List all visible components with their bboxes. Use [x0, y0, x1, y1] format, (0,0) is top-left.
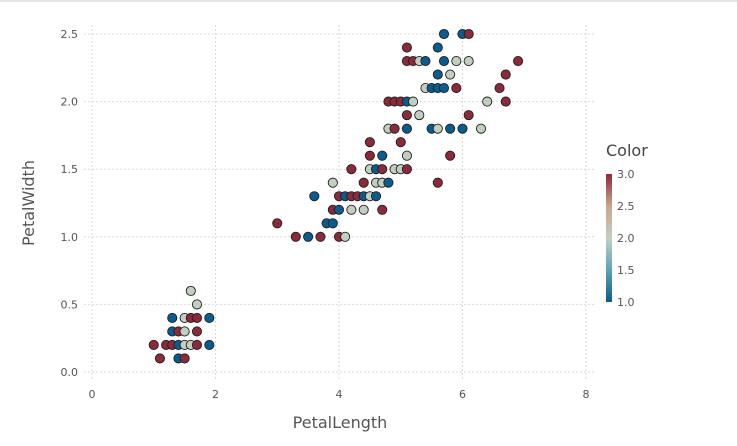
x-tick-label: 8	[583, 388, 590, 401]
data-point	[463, 28, 474, 40]
data-point	[191, 339, 203, 351]
data-point	[327, 218, 338, 229]
data-point	[401, 123, 412, 134]
colorbar-tick-label: 1.0	[617, 296, 635, 309]
data-point	[191, 299, 203, 310]
data-point	[346, 164, 357, 175]
data-point	[377, 204, 388, 215]
data-point	[191, 326, 203, 337]
legend-title: Color	[606, 141, 648, 160]
data-point	[438, 83, 450, 94]
data-point	[438, 28, 450, 40]
x-tick-label: 4	[336, 388, 343, 401]
data-point	[204, 312, 215, 323]
data-point	[327, 177, 338, 188]
data-point	[154, 353, 165, 364]
data-point	[408, 96, 419, 107]
data-point	[377, 164, 388, 175]
data-point	[432, 69, 443, 80]
y-axis-title: PetalWidth	[19, 160, 38, 246]
data-point	[364, 150, 375, 161]
color-legend: Color 1.0 1.5 2.0 2.5 3.0	[606, 141, 648, 309]
data-point	[303, 231, 314, 242]
data-point	[463, 55, 474, 67]
colorbar-tick-label: 3.0	[617, 168, 635, 181]
colorbar-tick-label: 1.5	[617, 264, 635, 277]
data-point	[191, 312, 203, 323]
data-point	[513, 55, 524, 67]
data-point	[445, 69, 456, 80]
data-point	[358, 204, 369, 215]
data-point	[148, 339, 159, 351]
data-point	[346, 204, 357, 215]
y-tick-label: 1.0	[61, 231, 79, 244]
data-point	[395, 137, 406, 148]
data-point	[500, 69, 511, 80]
data-point	[500, 96, 511, 107]
data-point	[432, 177, 443, 188]
data-point	[358, 177, 369, 188]
data-point	[463, 110, 474, 121]
data-point	[414, 110, 425, 121]
data-point	[383, 177, 394, 188]
data-point	[377, 150, 388, 161]
colorbar-ticks: 1.0 1.5 2.0 2.5 3.0	[617, 168, 635, 309]
data-point	[482, 96, 493, 107]
data-point	[420, 55, 431, 67]
data-point	[451, 83, 462, 94]
data-point	[185, 285, 196, 296]
x-tick-label: 2	[212, 388, 219, 401]
colorbar-tick-label: 2.5	[617, 200, 635, 213]
top-border	[0, 0, 737, 2]
y-tick-label: 2.5	[61, 28, 79, 41]
data-point	[432, 42, 443, 53]
data-point	[370, 191, 382, 202]
data-point	[445, 123, 456, 134]
data-point	[290, 231, 301, 242]
data-point	[432, 123, 443, 134]
scatter-points	[148, 28, 524, 364]
y-tick-label: 0.5	[61, 298, 79, 311]
colorbar	[606, 174, 612, 302]
data-point	[475, 123, 487, 134]
data-point	[364, 137, 375, 148]
colorbar-tick-label: 2.0	[617, 232, 635, 245]
x-axis-ticks: 0 2 4 6 8	[89, 388, 590, 401]
data-point	[315, 231, 326, 242]
x-tick-label: 6	[459, 388, 466, 401]
grid-lines	[84, 25, 594, 380]
data-point	[401, 164, 412, 175]
data-point	[438, 55, 450, 67]
data-point	[401, 42, 412, 53]
x-tick-label: 0	[89, 388, 96, 401]
data-point	[494, 83, 505, 94]
y-tick-label: 1.5	[61, 163, 79, 176]
data-point	[167, 312, 178, 323]
data-point	[401, 150, 412, 161]
data-point	[401, 110, 412, 121]
data-point	[457, 123, 468, 134]
data-point	[333, 204, 345, 215]
y-axis-ticks: 0.0 0.5 1.0 1.5 2.0 2.5	[61, 28, 79, 379]
data-point	[179, 353, 190, 364]
data-point	[179, 326, 190, 337]
data-point	[451, 55, 462, 67]
data-point	[389, 123, 400, 134]
data-point	[340, 231, 351, 242]
y-tick-label: 0.0	[61, 366, 79, 379]
data-point	[309, 191, 320, 202]
data-point	[272, 218, 283, 229]
data-point	[204, 339, 215, 351]
x-axis-title: PetalLength	[293, 413, 388, 432]
y-tick-label: 2.0	[61, 96, 79, 109]
data-point	[445, 150, 456, 161]
